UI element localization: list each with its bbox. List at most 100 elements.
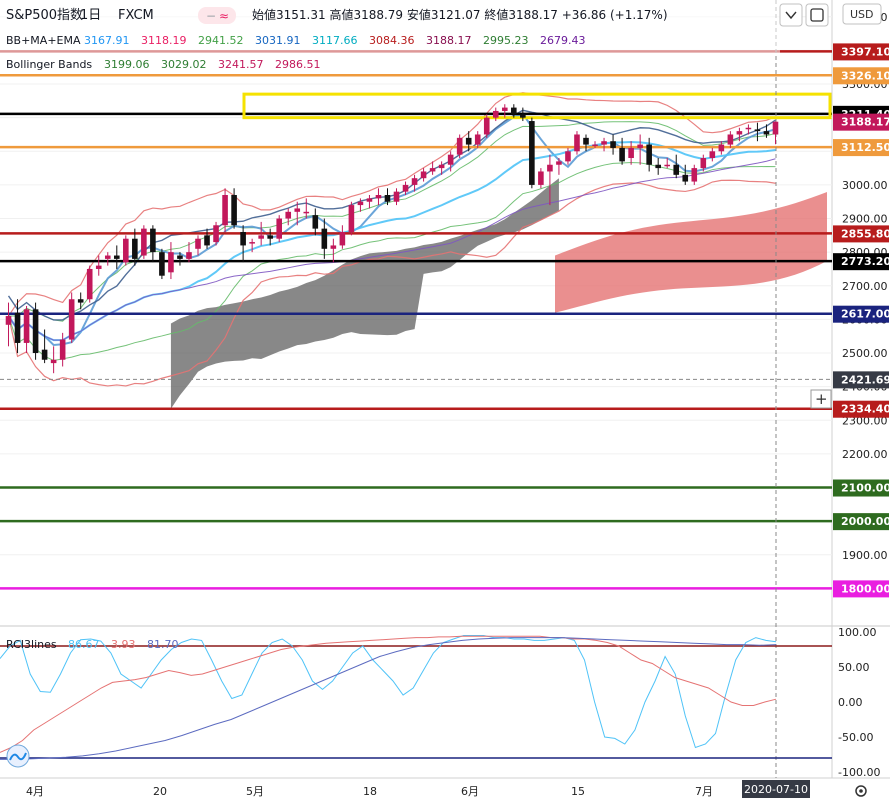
bbma-name[interactable]: BB+MA+EMA bbox=[6, 34, 81, 47]
candle-body bbox=[50, 359, 57, 364]
plus-icon: + bbox=[815, 390, 828, 408]
price-tick-label: 2200.00 bbox=[842, 448, 888, 461]
rci-axis[interactable]: 100.00 50.00 0.00 -50.00 -100.00 bbox=[838, 626, 880, 779]
candle-body bbox=[14, 312, 21, 343]
cloud-bearish bbox=[170, 178, 559, 409]
candle-body bbox=[483, 117, 490, 135]
candle-body bbox=[574, 134, 580, 152]
candle-body bbox=[529, 121, 535, 185]
candle-body bbox=[754, 129, 761, 132]
level-price-tag: 2617.00 bbox=[841, 308, 890, 321]
bb-name[interactable]: Bollinger Bands bbox=[6, 58, 92, 71]
candle-body bbox=[709, 151, 716, 159]
candle-body bbox=[113, 255, 120, 259]
price-tick-label: 2500.00 bbox=[842, 347, 888, 360]
currency-button[interactable] bbox=[842, 3, 882, 25]
time-axis[interactable]: 4月 20 5月 18 6月 15 7月 2020-07-10 bbox=[26, 780, 810, 798]
candle-body bbox=[159, 252, 165, 276]
logo-wave bbox=[9, 752, 27, 761]
crosshair-price-tag-bg bbox=[833, 371, 889, 389]
candle-body bbox=[718, 144, 725, 152]
candle-body bbox=[141, 228, 147, 256]
compare-button[interactable] bbox=[198, 7, 236, 24]
candle-body bbox=[465, 137, 472, 145]
candle-body bbox=[330, 245, 337, 249]
candle-body bbox=[41, 349, 48, 360]
candle-body bbox=[357, 201, 364, 206]
candle-body bbox=[772, 121, 779, 135]
fullscreen-button[interactable] bbox=[805, 3, 829, 27]
candle-body bbox=[104, 255, 111, 259]
level-price-tag-bg bbox=[833, 139, 889, 157]
candle-body bbox=[682, 174, 689, 182]
level-price-tag: 1800.00 bbox=[841, 582, 890, 595]
indicator-value: 2941.52 bbox=[198, 34, 244, 47]
rci-tick-label: -50.00 bbox=[838, 731, 873, 744]
candle-body bbox=[583, 137, 589, 145]
indicator-value: 3031.91 bbox=[255, 34, 301, 47]
candle-body bbox=[177, 255, 183, 259]
level-price-tag-bg bbox=[833, 513, 889, 531]
candle-body bbox=[294, 208, 301, 212]
interval-label[interactable]: 1日 bbox=[80, 8, 101, 23]
highlight-rectangle[interactable] bbox=[242, 92, 832, 120]
candle-body bbox=[447, 154, 454, 165]
indicator-value: 3029.02 bbox=[161, 58, 207, 71]
add-level-button[interactable] bbox=[810, 389, 832, 409]
candle-body bbox=[204, 235, 210, 246]
candle-body bbox=[610, 141, 616, 148]
bollinger-lower bbox=[7, 179, 776, 387]
candle-body bbox=[601, 141, 607, 145]
indicator-value: 81.70 bbox=[147, 638, 179, 651]
minus-icon: − bbox=[206, 9, 216, 23]
source-label: FXCM bbox=[118, 8, 154, 23]
candle-body bbox=[474, 134, 481, 145]
level-price-tag: 3326.10 bbox=[841, 69, 890, 82]
price-tick-label: 2700.00 bbox=[842, 280, 888, 293]
candle-body bbox=[556, 161, 562, 165]
level-price-tag: 2334.40 bbox=[841, 403, 890, 416]
candle-body bbox=[673, 164, 680, 175]
header-legend: S&P500指数 1日 FXCM − ≈ 始値3151.31 高値3188.79… bbox=[6, 7, 668, 651]
level-price-tag-bg bbox=[833, 67, 889, 85]
candle-body bbox=[700, 158, 707, 169]
rci-name[interactable]: RCI3lines bbox=[6, 638, 57, 651]
candle-body bbox=[59, 339, 66, 360]
candle-body bbox=[267, 235, 273, 239]
indicator-value: 2679.43 bbox=[540, 34, 586, 47]
candle-body bbox=[763, 131, 770, 135]
last-price-tag-bg bbox=[833, 113, 889, 131]
rci-tick-label: 50.00 bbox=[838, 661, 870, 674]
rci-tick-label: 100.00 bbox=[838, 626, 877, 639]
candle-body bbox=[565, 151, 571, 162]
candle-body bbox=[520, 114, 526, 118]
ma-slow-line bbox=[8, 158, 776, 341]
candle-body bbox=[348, 205, 355, 232]
horizontal-levels[interactable] bbox=[0, 0, 832, 778]
chevron-down-icon bbox=[785, 11, 797, 20]
candle-body bbox=[222, 195, 228, 226]
candle-body bbox=[538, 171, 544, 185]
price-tick-label: 1900.00 bbox=[842, 549, 888, 562]
indicator-value: 2986.51 bbox=[275, 58, 321, 71]
last-price-tag: 3188.17 bbox=[841, 116, 890, 129]
candle-body bbox=[402, 184, 409, 192]
level-price-tag-bg bbox=[833, 225, 889, 243]
candle-body bbox=[285, 211, 292, 219]
symbol-title[interactable]: S&P500指数 bbox=[6, 8, 83, 23]
candles bbox=[5, 104, 779, 374]
candle-body bbox=[321, 228, 328, 249]
rci-pane bbox=[0, 635, 832, 760]
gear-icon[interactable] bbox=[855, 785, 867, 797]
indicator-value: 3188.17 bbox=[426, 34, 472, 47]
indicator-value: 3167.91 bbox=[84, 34, 130, 47]
bb-values: 3199.06 3029.02 3241.57 2986.51 bbox=[104, 58, 321, 71]
scroll-down-button[interactable] bbox=[779, 3, 803, 27]
time-tick-label: 20 bbox=[153, 785, 167, 798]
candle-body bbox=[303, 211, 310, 214]
level-price-tag-bg bbox=[833, 43, 889, 61]
candle-body bbox=[249, 242, 255, 244]
indicator-value: 86.67 bbox=[68, 638, 100, 651]
rci-tick-label: -100.00 bbox=[838, 766, 880, 779]
